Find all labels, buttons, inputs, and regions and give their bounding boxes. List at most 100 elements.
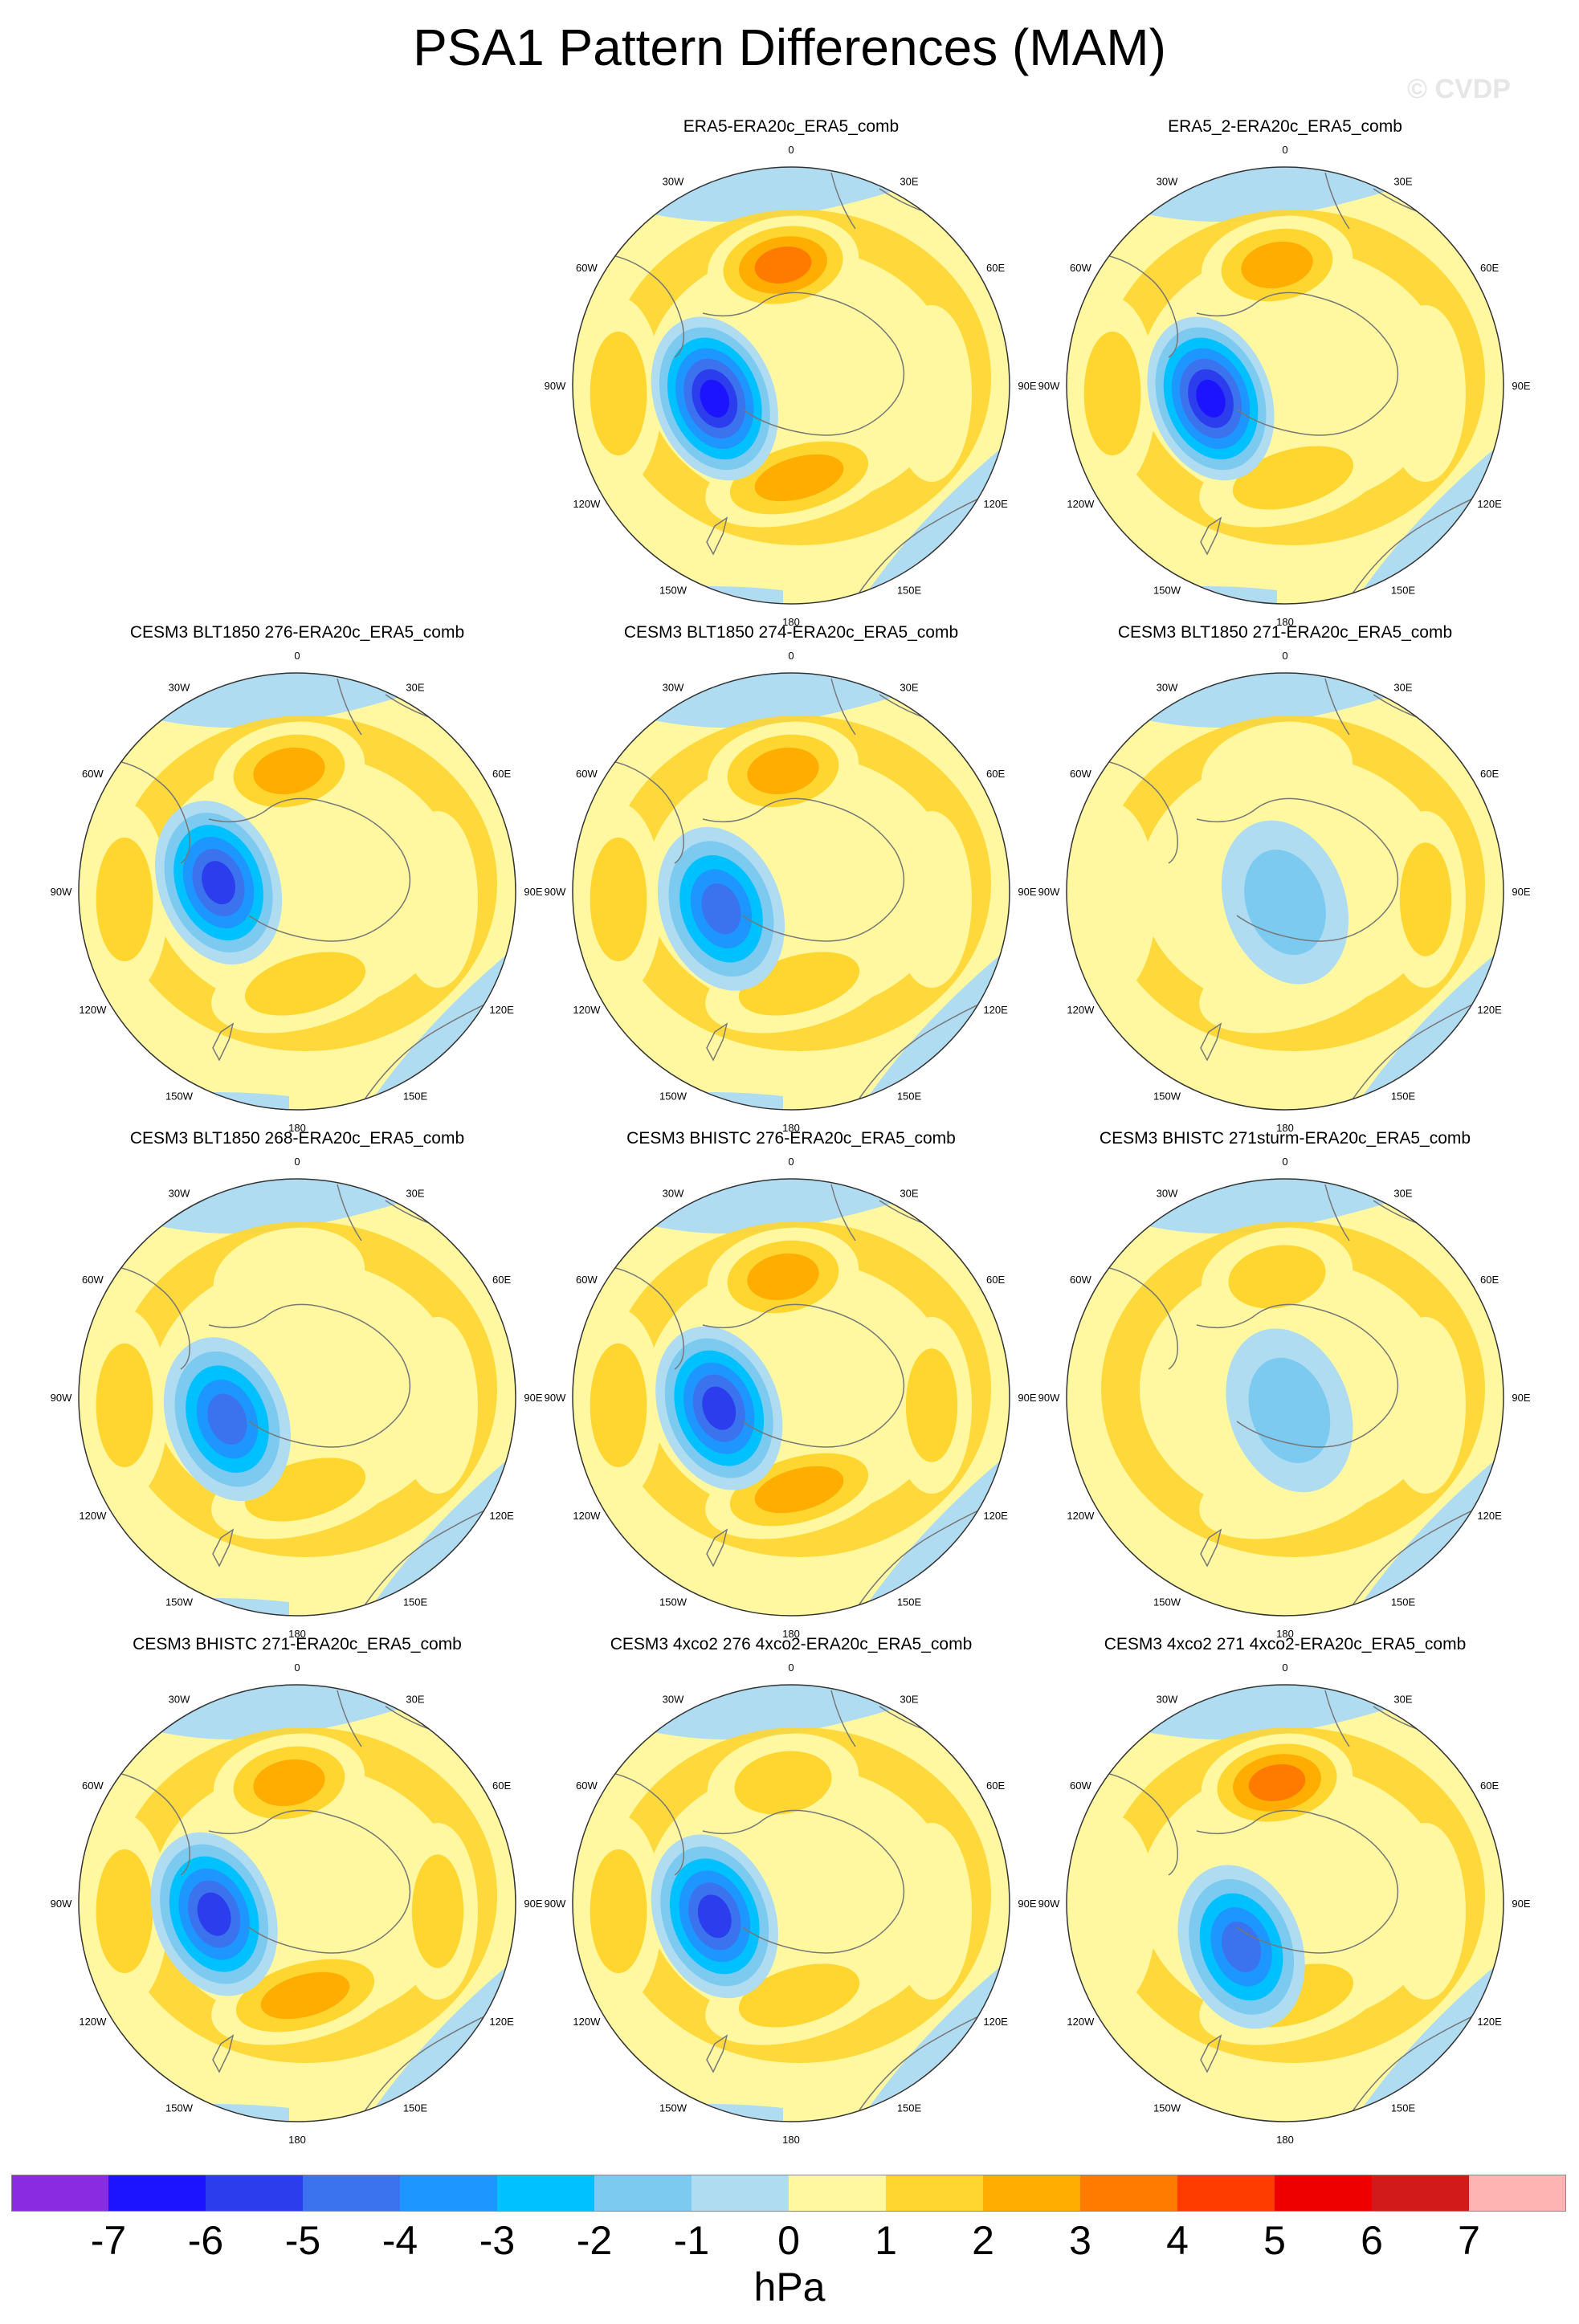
high-anomaly [590,331,647,456]
polar-map: 0 30E 60E 90E 120E 150E 180 150W 120W 90W 60W 30W [1038,144,1531,628]
longitude-label: 30E [406,681,424,693]
antarctica-coastline [702,1809,905,1954]
panel-title: CESM3 4xco2 276 4xco2-ERA20c_ERA5_comb [610,1635,973,1653]
longitude-label: 30E [1393,175,1412,187]
panel-title: CESM3 BHISTC 276-ERA20c_ERA5_comb [626,1129,956,1148]
panel-title: ERA5-ERA20c_ERA5_comb [683,117,900,136]
longitude-label: 150E [897,1596,922,1608]
high-anomaly [734,1751,832,1815]
low-anomaly [702,1386,736,1430]
polar-map: 0 30E 60E 90E 120E 150E 180 150W 120W 90W 60W 30W [545,144,1037,628]
colorbar-swatch [206,2175,304,2212]
longitude-label: 180 [288,1628,306,1640]
new-zealand-coastline [706,1528,728,1568]
longitude-label: 60E [492,1274,511,1286]
longitude-label: 30W [169,1693,190,1705]
longitude-label: 30W [1157,1693,1178,1705]
longitude-label: 120E [1477,2016,1502,2028]
panel-title: ERA5_2-ERA20c_ERA5_comb [1168,117,1402,136]
longitude-label: 180 [1276,2134,1294,2146]
longitude-label: 120W [1067,1004,1095,1016]
longitude-label: 60W [1070,1780,1091,1792]
colorbar-swatch [11,2175,109,2212]
longitude-label: 0 [788,1661,794,1674]
longitude-label: 90W [1038,380,1060,392]
antarctica-coastline [1196,292,1399,436]
longitude-label: 120E [489,2016,514,2028]
high-anomaly [1083,331,1141,456]
high-anomaly [96,837,153,962]
longitude-label: 90W [545,1392,566,1404]
high-anomaly [1385,1823,1466,2000]
longitude-label: 120E [983,1004,1008,1016]
colorbar-swatch [886,2175,984,2212]
colorbar-swatch [108,2175,206,2212]
longitude-label: 60W [82,1274,104,1286]
colorbar-labels: -7 -6 -5 -4 -3 -2 -1 0 1 2 3 4 5 6 7 [0,2216,1579,2265]
colorbar-tick-label: 1 [875,2218,897,2263]
longitude-label: 180 [288,2134,306,2146]
low-anomaly [1222,1921,1262,1973]
longitude-label: 30W [1157,175,1178,187]
longitude-label: 30W [169,681,190,693]
high-anomaly [1068,1815,1157,2008]
longitude-label: 60E [986,1274,1005,1286]
longitude-label: 30E [900,681,918,693]
new-zealand-coastline [212,2034,235,2073]
antarctica-coastline [1196,797,1399,942]
longitude-label: 150E [897,2102,922,2114]
longitude-label: 120W [573,1510,601,1522]
longitude-label: 150W [659,1596,687,1608]
colorbar-swatch [692,2175,790,2212]
longitude-label: 180 [782,616,800,628]
colorbar-swatch [400,2175,498,2212]
longitude-label: 120E [1477,1510,1502,1522]
longitude-label: 60E [986,768,1005,780]
colorbar-frame [11,2175,1566,2212]
high-anomaly [892,305,972,482]
high-anomaly [1232,446,1354,510]
longitude-label: 0 [788,1156,794,1168]
panel-title: CESM3 4xco2 271 4xco2-ERA20c_ERA5_comb [1104,1635,1467,1653]
map-boundary [1066,1684,1504,2122]
new-zealand-coastline [212,1528,235,1568]
panel-title: CESM3 BLT1850 276-ERA20c_ERA5_comb [129,623,465,642]
longitude-label: 90E [1512,886,1530,898]
high-anomaly [398,811,478,988]
longitude-label: 60E [492,1780,511,1792]
longitude-label: 120E [489,1004,514,1016]
colorbar-tick-label: -7 [90,2218,127,2263]
longitude-label: 90W [1038,1392,1060,1404]
longitude-label: 0 [1282,144,1287,156]
antarctica-coastline [208,1303,411,1448]
high-anomaly [590,1343,647,1468]
longitude-label: 120W [1067,498,1095,510]
polar-map: 0 30E 60E 90E 120E 150E 180 150W 120W 90W 60W 30W [545,1156,1037,1640]
longitude-label: 180 [782,1122,800,1134]
high-anomaly [1385,1317,1466,1494]
longitude-label: 180 [782,1628,800,1640]
longitude-label: 0 [788,144,794,156]
polar-map: 0 30E 60E 90E 120E 150E 180 150W 120W 90W 60W 30W [51,1156,543,1640]
map-boundary [78,672,516,1111]
longitude-label: 60E [492,768,511,780]
longitude-label: 0 [294,1661,300,1674]
high-anomaly [1201,721,1353,821]
longitude-label: 90W [545,1898,566,1910]
longitude-label: 90W [51,1898,72,1910]
longitude-label: 60W [82,768,104,780]
colorbar-tick-label: 5 [1263,2218,1286,2263]
longitude-label: 90W [51,1392,72,1404]
longitude-label: 90E [1018,886,1036,898]
longitude-label: 150W [659,2102,687,2114]
map-panel: CESM3 BHISTC 276-ERA20c_ERA5_comb 0 30E 60E… [542,1128,1040,1640]
map-boundary [1066,1178,1504,1617]
high-anomaly [747,1253,819,1301]
high-anomaly [1228,1245,1326,1309]
longitude-label: 90W [545,380,566,392]
longitude-label: 180 [1276,616,1294,628]
high-anomaly [754,454,844,502]
colorbar-tick-label: -4 [381,2218,418,2263]
longitude-label: 30E [900,175,918,187]
colorbar-swatch [789,2175,887,2212]
